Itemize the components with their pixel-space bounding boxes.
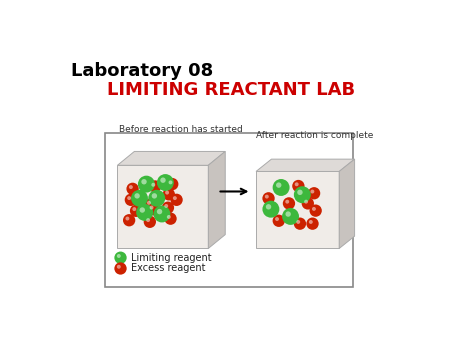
Circle shape: [285, 211, 291, 217]
Circle shape: [114, 251, 127, 264]
Circle shape: [117, 265, 121, 269]
Circle shape: [309, 220, 313, 224]
Circle shape: [310, 190, 315, 194]
Circle shape: [117, 254, 121, 258]
Circle shape: [171, 194, 183, 206]
Circle shape: [126, 183, 139, 195]
Text: LIMITING REACTANT LAB: LIMITING REACTANT LAB: [107, 81, 355, 99]
Circle shape: [127, 196, 131, 200]
Polygon shape: [256, 171, 339, 248]
Circle shape: [266, 204, 271, 210]
Circle shape: [125, 194, 137, 206]
Text: Limiting reagent: Limiting reagent: [131, 253, 212, 263]
Circle shape: [152, 193, 157, 199]
Circle shape: [151, 183, 155, 187]
Circle shape: [141, 179, 147, 185]
Circle shape: [164, 204, 168, 208]
Circle shape: [306, 218, 319, 230]
Circle shape: [157, 209, 162, 214]
Circle shape: [167, 215, 171, 219]
Polygon shape: [339, 159, 355, 248]
Circle shape: [304, 200, 308, 204]
Circle shape: [148, 190, 165, 207]
Circle shape: [276, 183, 281, 188]
Circle shape: [136, 204, 153, 221]
Circle shape: [147, 201, 151, 205]
Bar: [105, 133, 353, 287]
Circle shape: [294, 186, 311, 203]
Circle shape: [282, 208, 299, 225]
Circle shape: [312, 207, 316, 211]
Circle shape: [169, 180, 172, 184]
Circle shape: [129, 185, 133, 189]
Circle shape: [283, 197, 295, 210]
Circle shape: [275, 217, 279, 221]
Circle shape: [297, 190, 303, 195]
Circle shape: [132, 207, 136, 211]
Polygon shape: [256, 159, 355, 171]
Circle shape: [144, 216, 156, 228]
Circle shape: [147, 203, 159, 215]
Circle shape: [140, 207, 145, 213]
Circle shape: [165, 191, 169, 195]
Circle shape: [273, 215, 285, 227]
Circle shape: [308, 187, 320, 199]
Polygon shape: [208, 151, 225, 248]
Circle shape: [164, 213, 177, 225]
Circle shape: [149, 180, 161, 193]
Circle shape: [273, 179, 290, 196]
Circle shape: [131, 190, 148, 207]
Circle shape: [294, 218, 306, 230]
Circle shape: [262, 201, 279, 218]
Text: Laboratory 08: Laboratory 08: [71, 62, 213, 80]
Circle shape: [302, 197, 314, 210]
Circle shape: [166, 178, 178, 190]
Circle shape: [153, 206, 171, 222]
Circle shape: [114, 262, 127, 275]
Text: Excess reagent: Excess reagent: [131, 264, 206, 273]
Circle shape: [146, 218, 150, 222]
Circle shape: [130, 205, 142, 217]
Text: Before reaction has started: Before reaction has started: [119, 125, 243, 134]
Circle shape: [157, 174, 174, 191]
Circle shape: [262, 192, 274, 204]
Text: After reaction is complete: After reaction is complete: [256, 131, 373, 140]
Circle shape: [295, 182, 299, 186]
Circle shape: [265, 195, 269, 199]
Circle shape: [173, 196, 177, 200]
Circle shape: [126, 217, 130, 220]
Circle shape: [138, 176, 155, 193]
Circle shape: [160, 177, 166, 183]
Circle shape: [144, 198, 157, 211]
Circle shape: [292, 180, 305, 192]
Circle shape: [310, 204, 322, 217]
Circle shape: [285, 200, 289, 204]
Circle shape: [296, 220, 300, 224]
Circle shape: [162, 188, 175, 200]
Circle shape: [149, 206, 153, 210]
Circle shape: [135, 193, 140, 199]
Polygon shape: [117, 151, 225, 165]
Circle shape: [123, 214, 135, 226]
Circle shape: [162, 201, 174, 214]
Polygon shape: [117, 165, 208, 248]
